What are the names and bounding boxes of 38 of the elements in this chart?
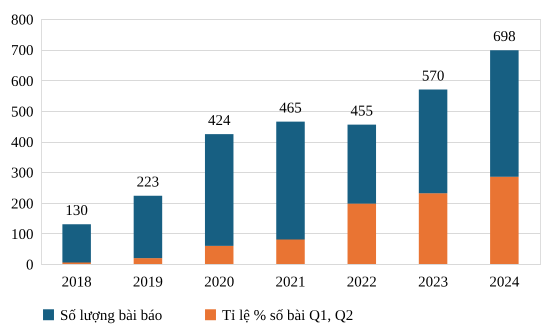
bar [276, 240, 305, 264]
bar [276, 122, 305, 240]
bar [418, 89, 448, 194]
legend-label: Tỉ lệ % số bài Q1, Q2 [222, 308, 354, 324]
x-tick-label: 2024 [489, 274, 520, 290]
bar [348, 124, 376, 204]
total-label: 698 [493, 29, 516, 46]
bar [204, 246, 234, 264]
y-tick-label: 100 [11, 226, 34, 243]
bar [490, 176, 519, 264]
total-label: 465 [279, 100, 302, 117]
y-tick-label: 500 [11, 104, 34, 120]
x-tick-label: 2023 [418, 274, 448, 290]
x-tick-label: 2020 [204, 274, 234, 290]
x-tick-label: 2022 [346, 274, 377, 290]
y-tick-label: 300 [11, 166, 34, 182]
x-tick-label: 2021 [276, 274, 306, 290]
total-label: 455 [350, 104, 374, 120]
y-tick-label: 0 [26, 258, 34, 274]
total-label: 223 [136, 174, 160, 191]
bar [490, 50, 519, 177]
total-label: 424 [208, 113, 231, 130]
bar [134, 258, 162, 264]
x-tick-label: 2019 [132, 274, 163, 290]
total-label: 130 [65, 203, 88, 220]
x-tick-label: 2018 [62, 274, 92, 290]
y-tick-label: 800 [11, 12, 34, 28]
y-tick-label: 700 [11, 43, 34, 60]
bar [204, 134, 234, 246]
bar [134, 196, 162, 258]
bar [348, 204, 376, 264]
bar [62, 224, 91, 262]
y-tick-label: 200 [11, 196, 34, 212]
total-label: 570 [422, 68, 444, 84]
y-tick-label: 600 [11, 74, 34, 90]
y-tick-label: 400 [11, 135, 34, 151]
legend-label: Số lượng bài báo [60, 308, 162, 324]
bar [418, 193, 448, 264]
